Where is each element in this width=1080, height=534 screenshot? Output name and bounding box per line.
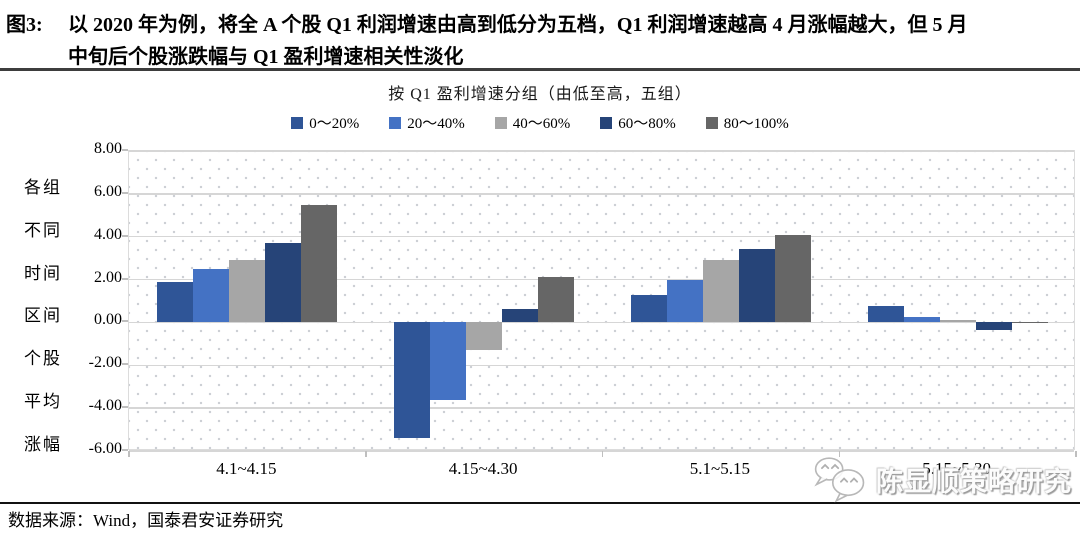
y-tick-label: 4.00 <box>94 225 122 243</box>
gridline <box>129 364 1074 367</box>
category-tick <box>601 451 604 457</box>
y-tick-label: -6.00 <box>88 440 122 457</box>
x-tick-label: 4.15~4.30 <box>448 459 518 478</box>
y-axis-title-line: 个股 <box>24 349 62 369</box>
y-axis-title: 各组不同时间区间个股平均涨幅 <box>24 167 64 467</box>
category-tick <box>838 451 840 457</box>
bar <box>229 260 266 323</box>
bar <box>1011 322 1048 324</box>
legend-label: 20～40% <box>407 116 465 132</box>
figure-title-line1: 以 2020 年为例，将全 A 个股 Q1 利润增速由高到低分为五档，Q1 利润… <box>68 14 968 36</box>
watermark: 陈显顺策略研究 <box>812 448 1072 510</box>
legend-item: 60～80% <box>600 112 676 133</box>
y-tick-mark <box>122 277 128 280</box>
x-tick-label: 5.15~5.30 <box>922 459 991 478</box>
bar <box>301 204 338 323</box>
bar <box>903 317 940 323</box>
legend-swatch <box>494 116 507 129</box>
y-tick-mark <box>122 320 128 323</box>
bar <box>502 308 539 323</box>
bar <box>867 306 904 323</box>
y-tick-label: -2.00 <box>88 354 122 372</box>
bar <box>666 279 703 323</box>
gridline <box>129 235 1074 238</box>
bar <box>738 248 775 323</box>
bar <box>466 322 503 351</box>
legend-label: 40～60% <box>512 116 571 132</box>
zero-axis <box>129 321 1074 324</box>
y-axis-title-line: 不同 <box>24 220 62 240</box>
legend-swatch <box>291 116 304 129</box>
x-tick-label: 4.1~4.15 <box>216 459 277 478</box>
gridline <box>129 278 1074 281</box>
legend-label: 80～100% <box>723 116 789 132</box>
y-tick-label: 2.00 <box>94 268 122 286</box>
bar <box>774 234 811 323</box>
footer-divider <box>0 502 1080 504</box>
category-tick <box>1075 451 1077 457</box>
figure-title-line2: 中旬后个股涨跌幅与 Q1 盈利增速相关性淡化 <box>68 46 464 68</box>
y-tick-mark <box>122 406 128 409</box>
source-text: 数据来源：Wind，国泰君安证券研究 <box>8 511 284 530</box>
bar <box>430 322 467 400</box>
y-tick-label: 0.00 <box>94 311 122 329</box>
bar <box>538 277 575 323</box>
y-tick-mark <box>122 149 128 151</box>
y-tick-label: 6.00 <box>94 182 122 200</box>
y-axis-title-line: 平均 <box>24 391 62 411</box>
gridline <box>129 193 1074 195</box>
y-tick-mark <box>122 449 128 451</box>
category-tick <box>128 451 130 457</box>
figure-label: 图3: <box>6 14 43 36</box>
bar <box>394 322 431 439</box>
y-axis-title-line: 各组 <box>24 178 62 197</box>
x-tick-label: 5.1~5.15 <box>689 459 750 478</box>
legend-item: 0～20% <box>291 112 359 133</box>
y-tick-label: -4.00 <box>88 397 122 415</box>
legend-swatch <box>600 116 613 129</box>
legend-item: 80～100% <box>705 112 789 133</box>
legend-swatch <box>705 116 718 129</box>
gridline <box>129 407 1074 409</box>
legend-item: 20～40% <box>389 112 465 133</box>
title-divider <box>0 68 1080 71</box>
y-tick-mark <box>122 191 128 194</box>
legend-swatch <box>389 116 402 129</box>
bar <box>939 320 976 323</box>
plot-area <box>128 150 1077 457</box>
legend-label: 60～80% <box>618 116 676 132</box>
y-tick-label: 8.00 <box>94 140 122 157</box>
y-tick-mark <box>122 234 128 237</box>
gridline <box>129 150 1074 152</box>
category-tick <box>365 451 367 457</box>
y-tick-mark <box>122 363 128 366</box>
chart-title: 按 Q1 盈利增速分组（由低至高，五组） <box>388 86 692 103</box>
bar <box>975 322 1012 330</box>
bar <box>157 281 194 323</box>
y-axis-title-line: 涨幅 <box>24 434 62 454</box>
bar <box>630 294 667 323</box>
gridline <box>129 450 1074 452</box>
y-axis-title-line: 区间 <box>24 306 62 326</box>
bar <box>265 243 302 323</box>
y-axis-title-line: 时间 <box>24 263 62 283</box>
bar <box>702 260 739 323</box>
legend-label: 0～20% <box>309 116 360 132</box>
bar <box>193 268 230 323</box>
legend: 0～20% 20～40% 40～60% 60～80% 80～100% <box>0 112 1080 133</box>
legend-item: 40～60% <box>494 112 571 133</box>
